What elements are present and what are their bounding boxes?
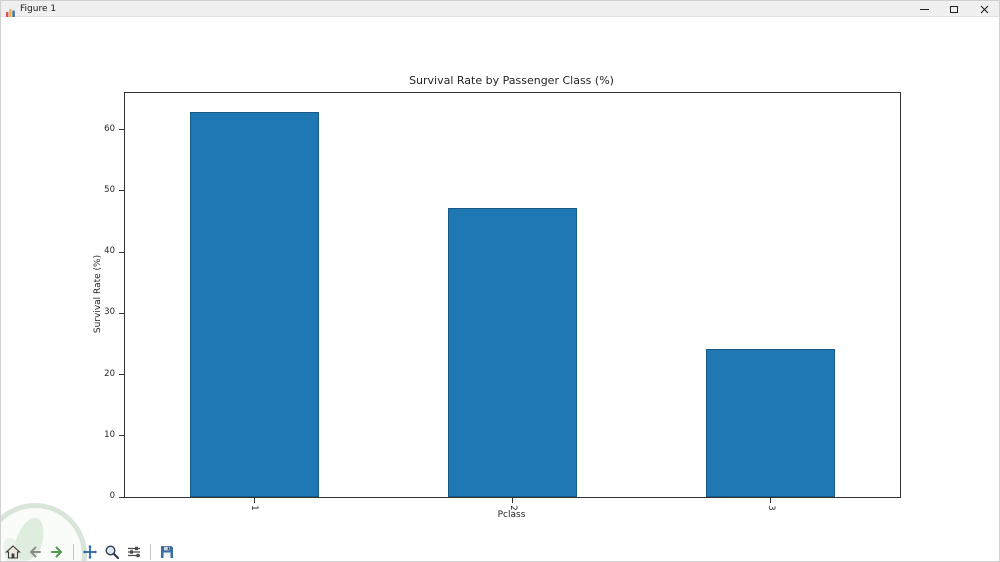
y-tick-label: 0	[109, 491, 115, 501]
save-icon	[161, 546, 173, 558]
y-tick-mark	[119, 312, 124, 314]
configure-subplots-icon	[128, 546, 140, 558]
home-icon	[5, 545, 21, 559]
y-tick-label: 10	[104, 429, 115, 440]
zoom-icon	[105, 545, 120, 560]
y-tick-label: 30	[104, 307, 115, 318]
save-button[interactable]	[158, 543, 176, 561]
back-icon	[30, 546, 41, 558]
y-tick-mark	[119, 190, 124, 192]
window-title: Figure 1	[20, 3, 57, 14]
pan-icon	[82, 544, 98, 560]
x-axis-label: Pclass	[497, 510, 526, 520]
chart-title: Survival Rate by Passenger Class (%)	[409, 74, 614, 87]
matplotlib-icon	[5, 3, 16, 17]
forward-icon	[51, 546, 62, 558]
bar-pclass-1	[189, 111, 319, 497]
y-tick-mark	[119, 435, 124, 437]
home-button[interactable]	[4, 543, 22, 561]
y-tick-label: 20	[104, 368, 115, 379]
y-tick-mark	[119, 129, 124, 131]
window-controls	[909, 1, 999, 17]
y-tick-label: 50	[104, 184, 115, 195]
toolbar-separator	[73, 544, 74, 560]
configure-subplots-button[interactable]	[125, 543, 143, 561]
minimize-icon	[919, 8, 929, 10]
y-tick-label: 40	[104, 246, 115, 257]
y-tick-mark	[119, 496, 124, 498]
x-tick-mark	[512, 498, 513, 503]
back-button[interactable]	[26, 543, 44, 561]
y-tick-label: 60	[104, 123, 115, 134]
plot-area: 0 10 20 30 40 50 60 1 2 3	[104, 92, 901, 511]
x-tick-mark	[770, 498, 772, 503]
maximize-icon	[950, 5, 958, 13]
forward-button[interactable]	[48, 543, 66, 561]
bar-pclass-2	[447, 207, 578, 497]
y-axis-label: Survival Rate (%)	[93, 254, 103, 334]
y-tick-mark	[119, 374, 124, 376]
bar-pclass-3	[706, 348, 836, 497]
close-icon	[980, 5, 988, 13]
toolbar-separator	[150, 544, 151, 560]
y-tick-mark	[119, 251, 124, 253]
minimize-button[interactable]	[909, 1, 939, 17]
maximize-button[interactable]	[939, 1, 969, 17]
pan-button[interactable]	[81, 543, 99, 561]
titlebar: Figure 1	[1, 1, 999, 17]
navigation-toolbar	[1, 541, 999, 561]
zoom-button[interactable]	[103, 543, 121, 561]
figure-canvas: Survival Rate by Passenger Class (%) Sur…	[1, 17, 999, 541]
x-tick-mark	[253, 498, 255, 503]
close-button[interactable]	[969, 1, 999, 17]
